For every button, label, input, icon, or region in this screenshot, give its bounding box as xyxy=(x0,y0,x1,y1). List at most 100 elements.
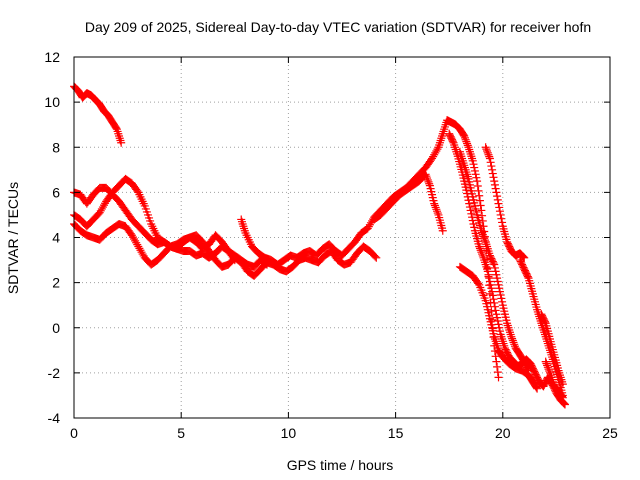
data-point xyxy=(491,306,500,315)
data-point xyxy=(490,260,499,269)
data-point xyxy=(468,156,477,165)
data-point xyxy=(493,316,502,325)
data-point xyxy=(487,284,496,293)
data-point xyxy=(487,162,496,171)
data-point xyxy=(494,199,503,208)
data-point xyxy=(489,259,498,268)
data-point xyxy=(461,135,470,144)
data-point xyxy=(541,357,550,366)
data-point xyxy=(430,199,439,208)
data-point xyxy=(422,172,431,181)
x-tick-label: 15 xyxy=(388,425,404,441)
data-point xyxy=(508,334,517,343)
data-point xyxy=(490,298,499,307)
data-point xyxy=(112,124,121,133)
data-point xyxy=(372,253,381,262)
data-point xyxy=(532,383,541,392)
grid-layer xyxy=(74,57,610,418)
data-point xyxy=(495,287,504,296)
tick-labels-layer: 0 5 10 15 20 25 -4 -2 0 2 4 6 8 10 12 xyxy=(44,49,618,441)
data-point xyxy=(490,263,499,272)
data-point xyxy=(498,218,507,227)
data-point xyxy=(421,170,430,179)
data-point xyxy=(523,272,532,281)
data-point xyxy=(498,297,507,306)
data-point xyxy=(425,179,434,188)
data-point xyxy=(490,177,499,186)
data-point xyxy=(491,184,500,193)
series-track-m xyxy=(541,357,567,402)
y-tick-label: -4 xyxy=(48,410,61,426)
axes-layer xyxy=(73,56,611,419)
data-point xyxy=(483,267,492,276)
x-tick-label: 5 xyxy=(177,425,185,441)
y-tick-label: 10 xyxy=(44,94,60,110)
data-point xyxy=(560,399,569,408)
y-tick-label: 6 xyxy=(52,184,60,200)
data-point xyxy=(478,216,487,225)
data-point xyxy=(482,145,491,154)
data-point xyxy=(493,277,502,286)
y-tick-label: 2 xyxy=(52,275,60,291)
data-point xyxy=(423,175,432,184)
data-point xyxy=(493,274,502,283)
data-point xyxy=(478,251,487,260)
data-point xyxy=(490,302,499,311)
data-point xyxy=(492,310,501,319)
data-point xyxy=(476,246,485,255)
data-point xyxy=(430,201,439,210)
y-tick-label: 8 xyxy=(52,139,60,155)
data-point xyxy=(484,150,493,159)
series-track-a xyxy=(70,82,126,147)
data-point xyxy=(508,336,517,345)
data-point xyxy=(465,199,474,208)
data-point xyxy=(462,186,471,195)
data-point xyxy=(472,173,481,182)
y-tick-label: 0 xyxy=(52,320,60,336)
data-point xyxy=(492,357,501,366)
data-point xyxy=(558,380,567,389)
data-point xyxy=(543,363,552,372)
data-point xyxy=(469,219,478,228)
data-point xyxy=(495,207,504,216)
data-point xyxy=(433,207,442,216)
data-point xyxy=(545,366,554,375)
data-point xyxy=(493,313,502,322)
data-point xyxy=(484,270,493,279)
data-point xyxy=(485,277,494,286)
data-point xyxy=(543,361,552,370)
data-point xyxy=(540,317,549,326)
data-point xyxy=(494,280,503,289)
data-point xyxy=(491,267,500,276)
data-point xyxy=(492,188,501,197)
data-point xyxy=(470,223,479,232)
data-point xyxy=(433,209,442,218)
data-point xyxy=(475,244,484,253)
x-tick-label: 25 xyxy=(602,425,618,441)
data-point xyxy=(488,169,497,178)
data-point xyxy=(475,196,484,205)
data-point xyxy=(510,340,519,349)
data-point xyxy=(486,158,495,167)
data-point xyxy=(477,206,486,215)
data-point xyxy=(488,291,497,300)
data-point xyxy=(470,166,479,175)
data-point xyxy=(493,195,502,204)
y-tick-label: 12 xyxy=(44,49,60,65)
data-point xyxy=(478,211,487,220)
data-point xyxy=(470,163,479,172)
data-point xyxy=(520,253,529,262)
data-point xyxy=(460,131,469,140)
data-points-layer xyxy=(70,82,569,409)
data-point xyxy=(493,368,502,377)
data-point xyxy=(559,398,568,407)
data-point xyxy=(558,392,567,401)
data-point xyxy=(475,191,484,200)
data-point xyxy=(474,279,483,288)
data-point xyxy=(533,384,542,393)
data-point xyxy=(432,205,441,214)
data-point xyxy=(495,284,504,293)
data-point xyxy=(480,234,489,243)
series-track-f xyxy=(370,170,447,235)
